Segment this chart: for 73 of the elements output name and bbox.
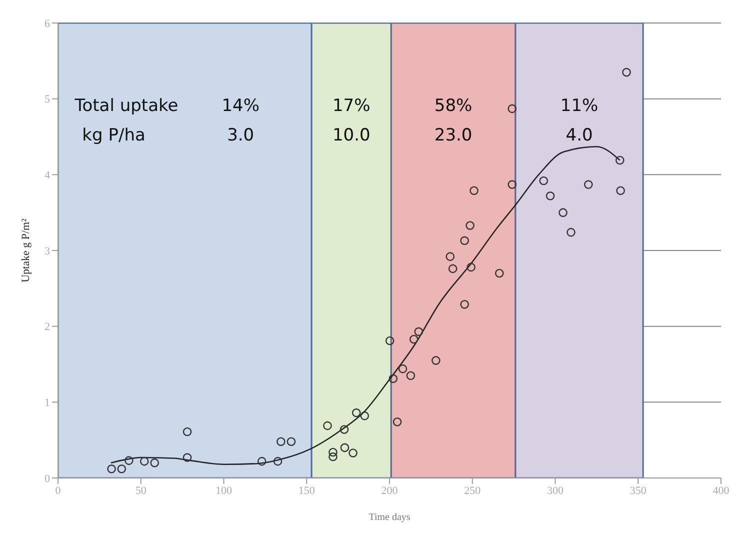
point [409, 334, 418, 344]
point [286, 437, 296, 446]
annotation: 4.0 [566, 125, 593, 146]
y-tick-label: 2 [44, 321, 50, 334]
point [388, 374, 398, 384]
annotation: 14% [222, 96, 260, 116]
point [398, 364, 408, 374]
point [460, 236, 469, 246]
point [615, 156, 624, 165]
x-tick-label: 200 [381, 484, 398, 497]
point [616, 186, 625, 195]
point [276, 437, 286, 446]
point [360, 411, 370, 420]
point [392, 417, 402, 426]
x-tick-label: 100 [216, 484, 232, 497]
point [508, 104, 517, 114]
point [584, 180, 593, 189]
x-tick-label: 50 [135, 484, 147, 497]
point [470, 186, 478, 195]
point [150, 458, 160, 468]
point [124, 456, 134, 465]
x-tick-label: 350 [630, 484, 647, 497]
point [328, 448, 338, 457]
annotation: 11% [560, 96, 598, 116]
point [352, 408, 361, 418]
point [566, 228, 576, 237]
point [432, 356, 440, 365]
point [340, 443, 350, 452]
point [140, 456, 149, 466]
point [494, 268, 504, 278]
y-tick-label: 0 [44, 472, 50, 485]
x-tick-label: 150 [298, 484, 316, 497]
point [414, 327, 424, 336]
point [508, 180, 517, 189]
annotation: 17% [332, 96, 370, 116]
y-tick-label: 3 [44, 245, 50, 258]
point [182, 427, 192, 436]
point [328, 452, 338, 462]
annotation: Total uptake [74, 96, 178, 116]
point [546, 192, 555, 200]
point [622, 68, 631, 77]
point [340, 425, 349, 434]
point [323, 421, 332, 430]
point [446, 252, 455, 261]
y-tick-label: 6 [44, 18, 50, 30]
x-tick-label: 300 [547, 484, 564, 497]
x-tick-label: 400 [712, 484, 730, 497]
y-tick-label: 1 [44, 397, 50, 410]
point [257, 456, 266, 466]
point [539, 176, 548, 186]
point [348, 448, 358, 458]
annotation: kg P/ha [82, 125, 146, 146]
y-tick-label: 4 [44, 170, 50, 182]
x-tick-label: 250 [464, 484, 482, 497]
point [466, 262, 476, 272]
annotation: 58% [434, 96, 472, 116]
annotation: 23.0 [434, 125, 472, 146]
point [385, 336, 394, 346]
point [182, 453, 192, 462]
point [406, 371, 416, 380]
point [466, 221, 474, 230]
y-tick-label: 5 [44, 94, 50, 106]
x-tick-label: 0 [55, 484, 62, 497]
point [448, 264, 458, 274]
point [107, 464, 116, 474]
x-axis-title: Time days [368, 512, 410, 523]
annotation: 3.0 [227, 125, 254, 146]
point [117, 464, 126, 474]
y-axis-title: Uptake g P/m² [20, 218, 32, 282]
point [558, 208, 568, 217]
point [460, 300, 469, 309]
annotation: 10.0 [332, 125, 370, 146]
point [273, 456, 282, 466]
